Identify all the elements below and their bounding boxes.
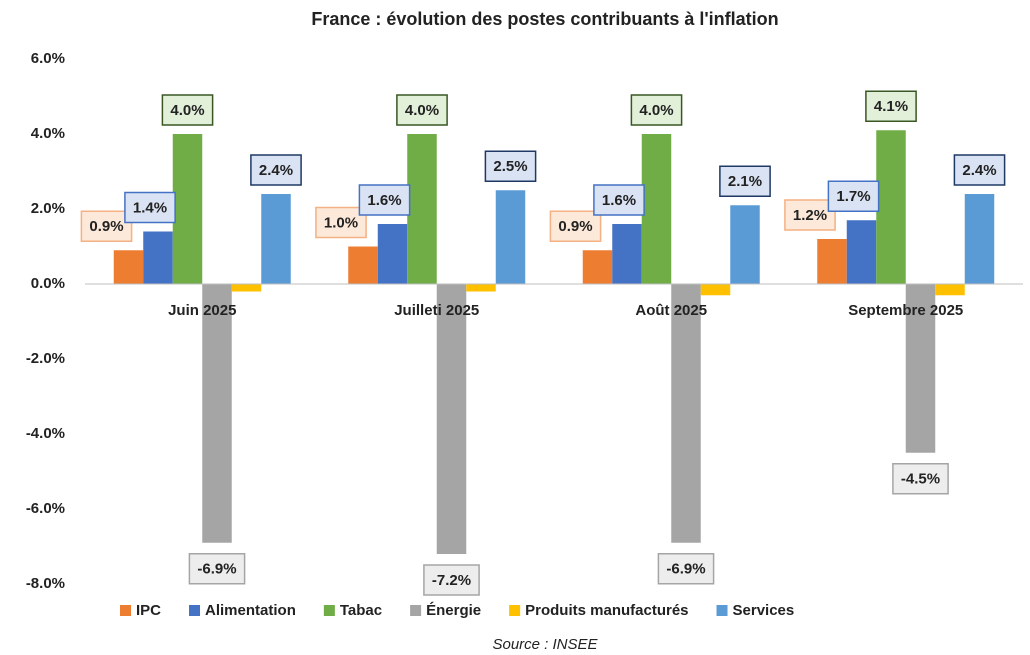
x-tick-label: Août 2025 bbox=[635, 302, 707, 319]
bar bbox=[817, 239, 847, 284]
data-label-box bbox=[593, 184, 645, 216]
data-label-box bbox=[630, 94, 683, 126]
data-label: 1.4% bbox=[133, 199, 167, 216]
bar bbox=[466, 284, 496, 292]
data-label: 4.0% bbox=[170, 102, 204, 119]
y-tick-label: -6.0% bbox=[26, 500, 65, 517]
data-label-box bbox=[827, 180, 880, 212]
data-label: -6.9% bbox=[197, 561, 236, 578]
data-label-box bbox=[315, 206, 367, 239]
y-tick-label: -4.0% bbox=[26, 425, 65, 442]
data-label: -7.2% bbox=[432, 572, 471, 589]
legend-swatch bbox=[716, 605, 728, 616]
data-label: 0.9% bbox=[558, 218, 592, 235]
bar bbox=[231, 284, 262, 292]
bar bbox=[436, 284, 467, 554]
data-label-box bbox=[719, 165, 771, 197]
bar bbox=[407, 134, 437, 284]
bar bbox=[935, 284, 965, 296]
data-label: 2.1% bbox=[728, 173, 762, 190]
bar bbox=[143, 231, 173, 284]
bar bbox=[964, 194, 995, 284]
chart-title: France : évolution des postes contribuan… bbox=[311, 9, 778, 29]
bar bbox=[495, 190, 526, 284]
data-label: 4.0% bbox=[639, 102, 673, 119]
legend-swatch bbox=[120, 605, 131, 616]
bar bbox=[582, 250, 613, 284]
data-label-box bbox=[549, 210, 602, 242]
data-label: 2.4% bbox=[259, 162, 293, 179]
data-label-box bbox=[657, 553, 715, 585]
bar bbox=[671, 284, 701, 543]
legend-swatch bbox=[509, 605, 521, 616]
bar bbox=[202, 284, 232, 543]
legend-label: Tabac bbox=[340, 602, 382, 619]
legend-label: Alimentation bbox=[205, 602, 296, 619]
data-label-box bbox=[161, 94, 214, 126]
data-label: 4.0% bbox=[405, 102, 439, 119]
bar bbox=[905, 284, 936, 453]
legend-swatch bbox=[323, 605, 335, 616]
data-label-box bbox=[784, 199, 836, 231]
legend-label: Produits manufacturés bbox=[525, 602, 688, 619]
legend-label: Services bbox=[733, 602, 795, 619]
data-label: 1.2% bbox=[793, 207, 827, 224]
bar bbox=[261, 194, 291, 284]
data-label-box bbox=[484, 150, 537, 182]
data-label-box bbox=[250, 154, 302, 186]
data-label: 1.7% bbox=[836, 188, 870, 205]
source: Source : INSEE bbox=[492, 636, 598, 653]
data-label-box bbox=[892, 463, 949, 495]
bar bbox=[730, 205, 760, 284]
y-tick-label: 6.0% bbox=[31, 50, 65, 67]
data-label-box bbox=[953, 154, 1006, 186]
data-label-box bbox=[188, 553, 246, 585]
data-label: 4.1% bbox=[874, 98, 908, 115]
legend-label: Énergie bbox=[426, 602, 481, 619]
bar bbox=[700, 284, 731, 296]
bar bbox=[377, 224, 408, 284]
bar bbox=[612, 224, 642, 284]
bar bbox=[876, 130, 906, 284]
data-label-box bbox=[423, 564, 480, 596]
data-label-box bbox=[80, 210, 133, 242]
data-label-box bbox=[865, 90, 917, 122]
data-label-box bbox=[124, 191, 176, 224]
bar bbox=[172, 134, 203, 284]
data-label: 1.0% bbox=[324, 214, 358, 231]
legend-swatch bbox=[410, 605, 422, 616]
y-tick-label: -2.0% bbox=[26, 350, 65, 367]
x-tick-label: Juilleti 2025 bbox=[394, 302, 479, 319]
data-label: -6.9% bbox=[666, 561, 705, 578]
bar bbox=[846, 220, 877, 284]
x-tick-label: Juin 2025 bbox=[168, 302, 236, 319]
y-tick-label: 4.0% bbox=[31, 125, 65, 142]
legend-swatch bbox=[189, 605, 201, 616]
y-tick-label: 0.0% bbox=[31, 275, 65, 292]
bar bbox=[348, 246, 378, 284]
data-label: 2.4% bbox=[962, 162, 996, 179]
legend-label: IPC bbox=[136, 602, 161, 619]
data-label-box bbox=[396, 94, 448, 126]
y-tick-label: 2.0% bbox=[31, 200, 65, 217]
data-label-box bbox=[358, 184, 411, 216]
data-label: 1.6% bbox=[602, 192, 636, 209]
bar bbox=[641, 134, 672, 284]
data-label: -4.5% bbox=[901, 471, 940, 488]
data-label: 2.5% bbox=[493, 158, 527, 175]
data-label: 1.6% bbox=[367, 192, 401, 209]
y-tick-label: -8.0% bbox=[26, 575, 65, 592]
x-tick-label: Septembre 2025 bbox=[848, 302, 963, 319]
data-label: 0.9% bbox=[89, 218, 123, 235]
bar bbox=[113, 250, 144, 284]
